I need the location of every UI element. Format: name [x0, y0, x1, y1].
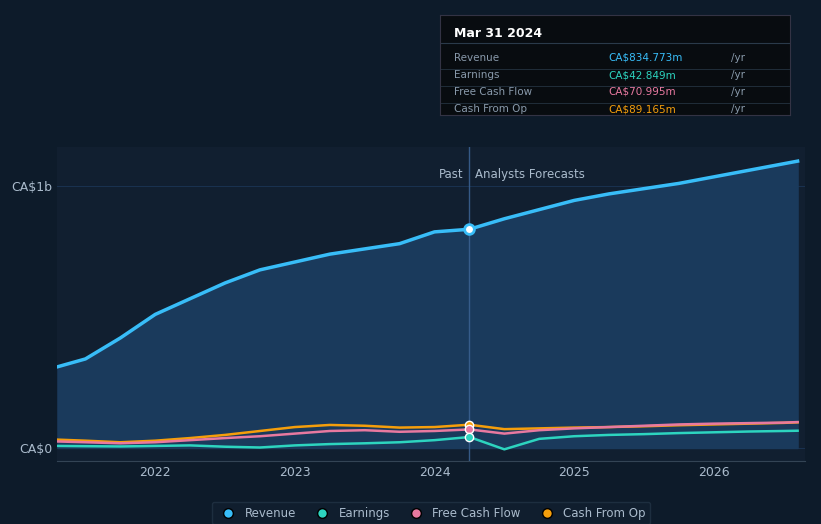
Text: Earnings: Earnings [454, 70, 499, 80]
Text: Cash From Op: Cash From Op [454, 104, 527, 114]
Text: Free Cash Flow: Free Cash Flow [454, 87, 532, 97]
Text: Revenue: Revenue [454, 53, 499, 63]
Text: /yr: /yr [731, 104, 745, 114]
Text: CA$70.995m: CA$70.995m [608, 87, 676, 97]
Legend: Revenue, Earnings, Free Cash Flow, Cash From Op: Revenue, Earnings, Free Cash Flow, Cash … [212, 502, 650, 524]
Text: Past: Past [439, 168, 464, 181]
Text: /yr: /yr [731, 53, 745, 63]
Text: CA$89.165m: CA$89.165m [608, 104, 676, 114]
Text: CA$834.773m: CA$834.773m [608, 53, 682, 63]
Text: /yr: /yr [731, 87, 745, 97]
Text: Mar 31 2024: Mar 31 2024 [454, 27, 542, 40]
Text: CA$42.849m: CA$42.849m [608, 70, 676, 80]
Text: /yr: /yr [731, 70, 745, 80]
Text: Analysts Forecasts: Analysts Forecasts [475, 168, 585, 181]
